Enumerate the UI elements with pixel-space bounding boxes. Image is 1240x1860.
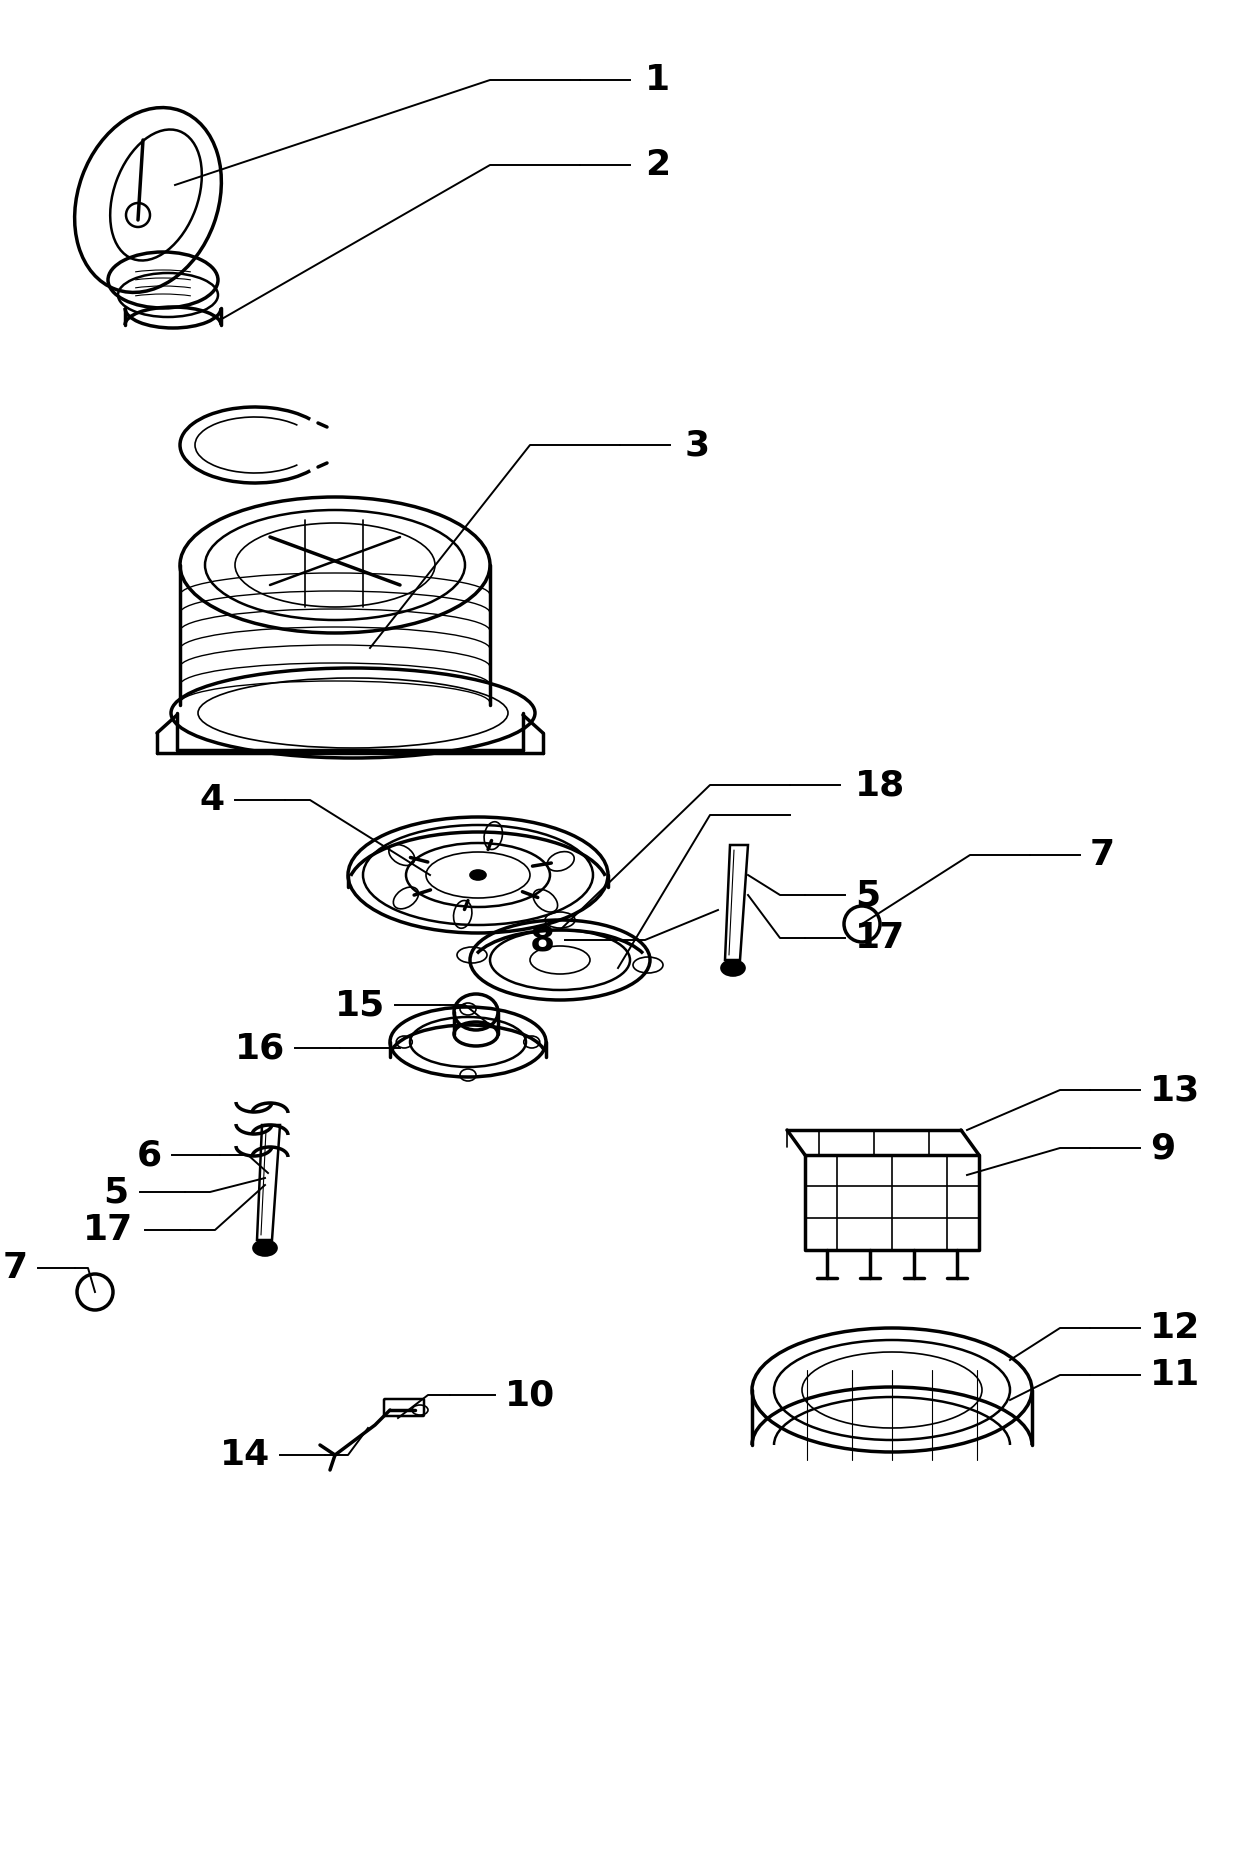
Text: 10: 10 (505, 1378, 556, 1412)
Text: 7: 7 (2, 1252, 29, 1285)
Ellipse shape (470, 870, 486, 880)
Text: 3: 3 (684, 428, 711, 461)
Text: 2: 2 (645, 149, 670, 182)
Text: 6: 6 (136, 1138, 162, 1172)
Ellipse shape (253, 1241, 277, 1256)
Text: 18: 18 (856, 768, 905, 802)
Text: 17: 17 (856, 921, 905, 954)
Text: 12: 12 (1149, 1311, 1200, 1345)
Text: 16: 16 (234, 1030, 285, 1066)
Text: 4: 4 (200, 783, 224, 817)
Text: 8: 8 (529, 923, 556, 958)
Text: 9: 9 (1149, 1131, 1176, 1164)
Text: 14: 14 (219, 1438, 270, 1471)
Text: 1: 1 (645, 63, 670, 97)
Text: 15: 15 (335, 988, 384, 1021)
Text: 13: 13 (1149, 1073, 1200, 1107)
Text: 17: 17 (83, 1213, 133, 1246)
Text: 7: 7 (1090, 839, 1115, 872)
Text: 5: 5 (103, 1176, 128, 1209)
Text: 5: 5 (856, 878, 880, 911)
Ellipse shape (720, 960, 745, 976)
Text: 11: 11 (1149, 1358, 1200, 1391)
